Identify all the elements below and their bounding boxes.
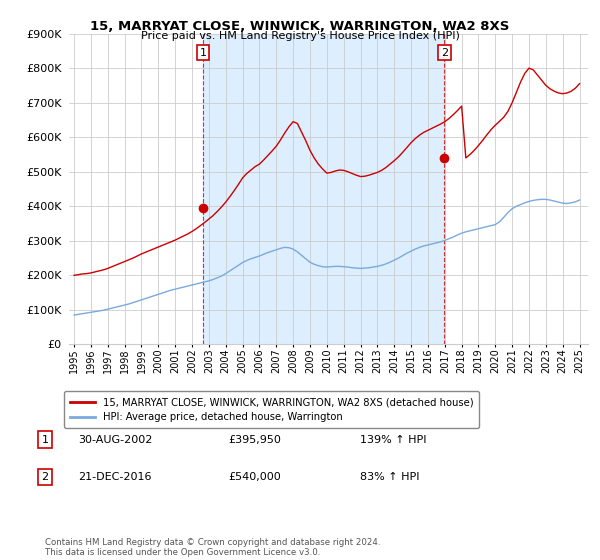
Text: 139% ↑ HPI: 139% ↑ HPI <box>360 435 427 445</box>
Text: 2: 2 <box>441 48 448 58</box>
Text: 30-AUG-2002: 30-AUG-2002 <box>78 435 152 445</box>
Text: 1: 1 <box>41 435 49 445</box>
Legend: 15, MARRYAT CLOSE, WINWICK, WARRINGTON, WA2 8XS (detached house), HPI: Average p: 15, MARRYAT CLOSE, WINWICK, WARRINGTON, … <box>64 391 479 428</box>
Text: £395,950: £395,950 <box>228 435 281 445</box>
Bar <box>203 34 444 344</box>
Text: 83% ↑ HPI: 83% ↑ HPI <box>360 472 419 482</box>
Text: Contains HM Land Registry data © Crown copyright and database right 2024.
This d: Contains HM Land Registry data © Crown c… <box>45 538 380 557</box>
Text: 15, MARRYAT CLOSE, WINWICK, WARRINGTON, WA2 8XS: 15, MARRYAT CLOSE, WINWICK, WARRINGTON, … <box>91 20 509 32</box>
Text: 2: 2 <box>41 472 49 482</box>
Text: Price paid vs. HM Land Registry's House Price Index (HPI): Price paid vs. HM Land Registry's House … <box>140 31 460 41</box>
Text: 1: 1 <box>200 48 206 58</box>
Text: 21-DEC-2016: 21-DEC-2016 <box>78 472 151 482</box>
Text: £540,000: £540,000 <box>228 472 281 482</box>
